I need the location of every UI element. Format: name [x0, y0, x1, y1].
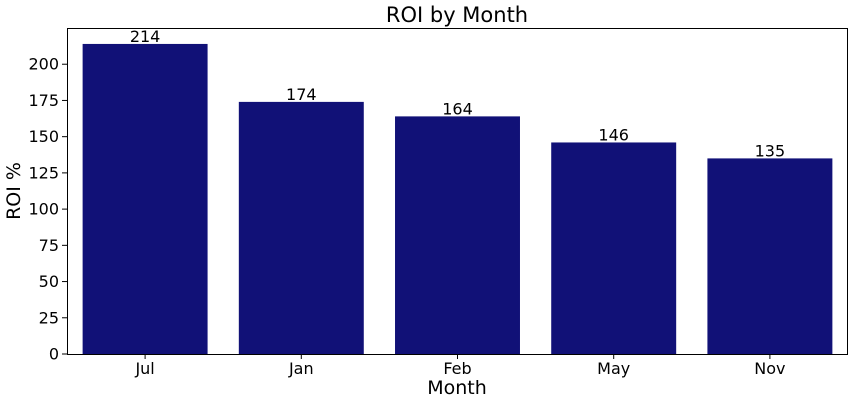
bar-jan [238, 101, 364, 354]
plot-area: 214 Jul 174 Jan 164 Feb 146 May 135 Nov 0 25 50 75 100… [28, 27, 848, 378]
x-tick-label-feb: Feb [443, 359, 471, 378]
y-tick-label-0: 0 [49, 345, 59, 364]
y-tick-label-175: 175 [28, 91, 59, 110]
bar-jul [82, 43, 208, 354]
x-tick-label-nov: Nov [754, 359, 785, 378]
data-label-jul: 214 [130, 27, 161, 46]
x-tick-label-may: May [597, 359, 630, 378]
data-label-may: 146 [598, 125, 629, 144]
x-tick-label-jul: Jul [134, 359, 154, 378]
y-tick-label-75: 75 [39, 236, 59, 255]
bar-feb [395, 116, 520, 354]
chart-title: ROI by Month [386, 3, 528, 27]
y-tick-label-200: 200 [28, 55, 59, 74]
data-label-nov: 135 [755, 141, 786, 160]
x-tick-label-jan: Jan [288, 359, 314, 378]
bar-may [551, 142, 677, 354]
y-tick-label-25: 25 [39, 308, 59, 327]
bar-nov [707, 158, 833, 354]
plot-frame [67, 28, 848, 355]
data-label-jan: 174 [286, 85, 317, 104]
x-axis-label: Month [427, 377, 487, 399]
y-tick-label-100: 100 [28, 200, 59, 219]
y-tick-label-50: 50 [39, 272, 59, 291]
data-label-feb: 164 [442, 99, 473, 118]
y-axis-label: ROI % [3, 162, 25, 220]
y-tick-label-150: 150 [28, 127, 59, 146]
y-tick-label-125: 125 [28, 163, 59, 182]
